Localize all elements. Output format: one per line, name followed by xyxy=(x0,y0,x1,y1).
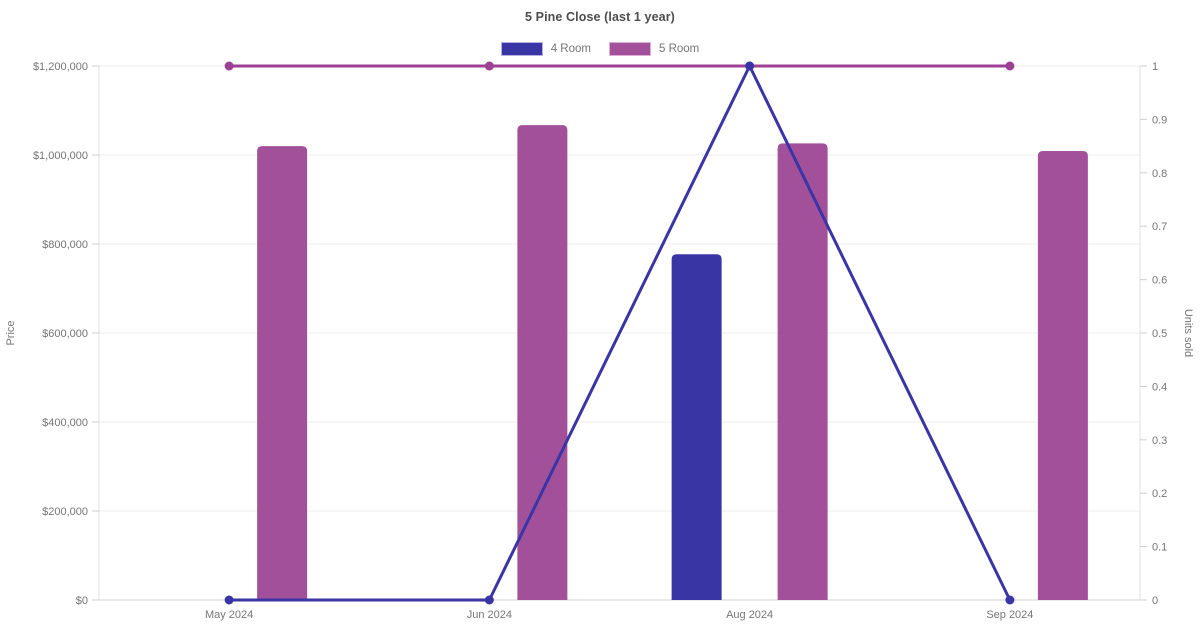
legend-label-5-room: 5 Room xyxy=(659,43,700,55)
price-tick-label: $600,000 xyxy=(42,328,88,340)
price-tick-label: $200,000 xyxy=(42,506,88,518)
bar-5-room-aug-2024 xyxy=(777,143,828,600)
units-tick-label: 0.5 xyxy=(1152,328,1167,340)
units-tick-label: 0.2 xyxy=(1152,488,1167,500)
point-4-room-sep-2024 xyxy=(1005,595,1015,605)
point-4-room-aug-2024 xyxy=(745,61,755,71)
bar-5-room-may-2024 xyxy=(257,146,308,600)
legend-label-4-room: 4 Room xyxy=(550,43,591,55)
units-tick-label: 1 xyxy=(1152,61,1158,73)
chart-title: 5 Pine Close (last 1 year) xyxy=(525,10,675,24)
units-tick-label: 0.6 xyxy=(1152,275,1167,287)
legend: 4 Room 5 Room xyxy=(0,42,1200,56)
point-4-room-may-2024 xyxy=(224,595,234,605)
units-tick-label: 0.7 xyxy=(1152,221,1167,233)
x-tick-label-may-2024: May 2024 xyxy=(205,609,253,621)
price-tick-label: $1,200,000 xyxy=(33,61,88,73)
legend-item-5-room[interactable]: 5 Room xyxy=(609,42,699,56)
bar-5-room-jun-2024 xyxy=(517,125,568,600)
x-tick-label-jun-2024: Jun 2024 xyxy=(467,609,512,621)
price-tick-label: $0 xyxy=(76,595,88,607)
units-tick-label: 0.8 xyxy=(1152,168,1167,180)
bar-5-room-sep-2024 xyxy=(1037,150,1088,600)
units-tick-label: 0.1 xyxy=(1152,542,1167,554)
line-4-room xyxy=(227,64,1012,602)
point-5-room-sep-2024 xyxy=(1005,61,1015,71)
price-tick-label: $800,000 xyxy=(42,239,88,251)
units-tick-label: 0 xyxy=(1152,595,1158,607)
legend-item-4-room[interactable]: 4 Room xyxy=(500,42,591,56)
point-4-room-jun-2024 xyxy=(484,595,494,605)
units-tick-label: 0.3 xyxy=(1152,435,1167,447)
point-5-room-jun-2024 xyxy=(484,61,494,71)
price-tick-label: $400,000 xyxy=(42,417,88,429)
bar-4-room-aug-2024 xyxy=(671,254,722,601)
x-tick-label-aug-2024: Aug 2024 xyxy=(726,609,773,621)
legend-swatch-4-room xyxy=(500,42,543,56)
price-tick-label: $1,000,000 xyxy=(33,150,88,162)
x-tick-label-sep-2024: Sep 2024 xyxy=(986,609,1033,621)
units-tick-label: 0.4 xyxy=(1152,381,1167,393)
point-5-room-may-2024 xyxy=(224,61,234,71)
legend-swatch-5-room xyxy=(609,42,651,56)
units-tick-label: 0.9 xyxy=(1152,114,1167,126)
